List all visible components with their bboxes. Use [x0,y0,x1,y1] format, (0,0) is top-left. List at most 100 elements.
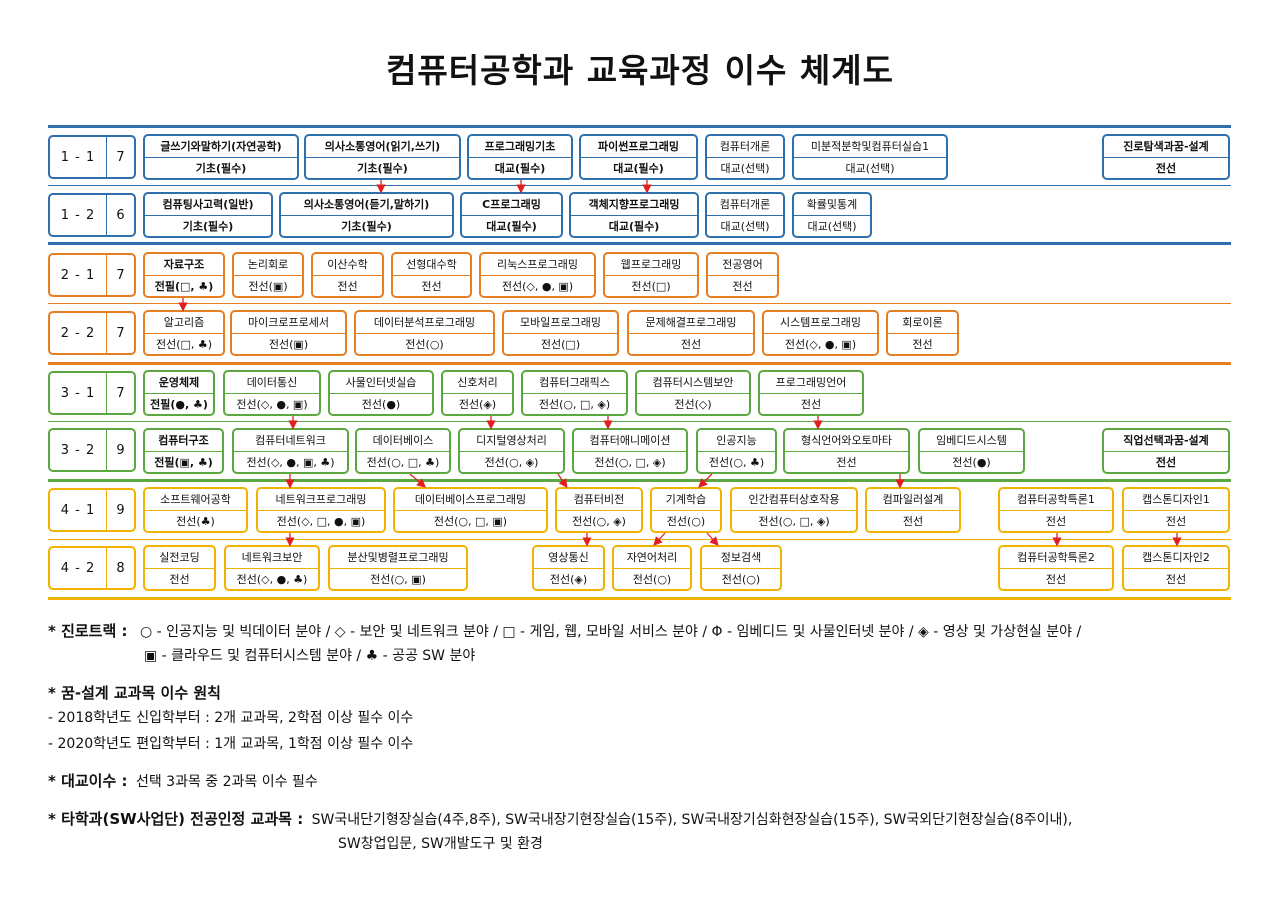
course-name: 분산및병렬프로그래밍 [347,551,449,565]
semester-credits: 7 [106,255,134,295]
course-type: 전선 [313,274,382,297]
course-name: 문제해결프로그래밍 [645,316,737,330]
course-type: 대교(필수) [571,214,697,237]
course-name: 자연어처리 [626,551,678,565]
course-box: 컴퓨터공학특론1 전선 [998,487,1114,533]
course-box: 직업선택과꿈-설계 전선 [1102,428,1230,474]
course-type: 전선 [629,332,753,355]
course-name: 리눅스프로그래밍 [497,258,578,272]
course-box: 시스템프로그래밍 전선(◇, ●, ▣) [762,310,879,356]
course-name: 캡스톤디자인1 [1142,493,1210,507]
course-name: 임베디드시스템 [936,434,1007,448]
course-box: 컴퓨터비전 전선(○, ◈) [555,487,643,533]
track-legend-line1: ○ - 인공지능 및 빅데이터 분야 / ◇ - 보안 및 네트워크 분야 / … [139,624,1082,640]
course-name: 실전코딩 [159,551,200,565]
semester-label-2-2: 2 - 2 7 [48,311,136,355]
course-type: 기초(필수) [145,156,297,179]
course-type: 전선(○, ♣) [698,450,775,473]
semester-label-2-1: 2 - 1 7 [48,253,136,297]
design-rule-line2: - 2020학년도 편입학부터 : 1개 교과목, 1학점 이상 필수 이수 [48,736,414,752]
course-type: 대교(선택) [707,156,783,179]
course-name: 운영체제 [158,376,200,390]
course-name: 웹프로그래밍 [620,258,682,272]
course-name: 데이터베이스프로그래밍 [414,493,527,507]
semester-code: 3 - 1 [60,385,96,401]
course-name: 자료구조 [163,258,205,272]
divider [48,242,1231,245]
course-type: 기초(필수) [306,156,459,179]
semester-code: 2 - 2 [60,325,96,341]
course-box: 캡스톤디자인1 전선 [1122,487,1230,533]
course-type: 전선 [1104,450,1228,473]
course-name: 글쓰기와말하기(자연공학) [160,140,282,154]
course-name: 컴퓨터개론 [719,198,771,212]
course-name: 파이썬프로그래밍 [598,140,679,154]
liberal-rule-text: 선택 3과목 중 2과목 이수 필수 [135,774,318,790]
semester-code: 3 - 2 [60,442,96,458]
course-type: 전선 [888,332,957,355]
course-name: 사물인터넷실습 [345,376,417,390]
course-name: 컴퓨터네트워크 [255,434,326,448]
course-type: 전필(□, ♣) [145,274,223,297]
course-name: 이산수학 [327,258,368,272]
course-type: 전선(◇, ●, ▣) [481,274,594,297]
course-box: C프로그래밍 대교(필수) [460,192,563,238]
course-box: 글쓰기와말하기(자연공학) 기초(필수) [143,134,299,180]
course-name: 네트워크프로그래밍 [275,493,367,507]
course-name: 컴퓨터구조 [158,434,209,448]
course-name: 기계학습 [665,493,707,507]
course-type: 대교(선택) [707,214,783,237]
course-name: 디지털영상처리 [476,434,547,448]
course-type: 전선(○) [356,332,493,355]
course-box: 컴퓨터그래픽스 전선(○, □, ◈) [521,370,628,416]
course-type: 전선(◇, ●, ▣, ♣) [234,450,347,473]
course-box: 미분적분학및컴퓨터실습1 대교(선택) [792,134,948,180]
course-box: 실전코딩 전선 [143,545,216,591]
course-name: 프로그래밍언어 [775,376,847,390]
course-name: 마이크로프로세서 [248,316,329,330]
course-type: 전선 [785,450,908,473]
course-type: 전선(○) [652,509,720,532]
course-box: 회로이론 전선 [886,310,959,356]
semester-code: 4 - 2 [60,560,96,576]
course-box: 캡스톤디자인2 전선 [1122,545,1230,591]
semester-label-4-1: 4 - 1 9 [48,488,136,532]
course-type: 전선 [393,274,470,297]
course-box: 사물인터넷실습 전선(●) [328,370,434,416]
course-name: 진로탐색과꿈-설계 [1123,140,1209,154]
course-box: 프로그래밍언어 전선 [758,370,864,416]
course-type: 전선(○, □, ▣) [395,509,546,532]
course-box: 소프트웨어공학 전선(♣) [143,487,248,533]
course-type: 전선(○, ◈) [557,509,641,532]
course-type: 전선(□, ♣) [145,332,223,355]
course-box: 웹프로그래밍 전선(□) [603,252,699,298]
course-box: 데이터베이스 전선(○, □, ♣) [355,428,451,474]
course-box: 형식언어와오토마타 전선 [783,428,910,474]
course-name: 컴퓨팅사고력(일반) [162,198,254,212]
course-type: 전선 [708,274,777,297]
course-type: 대교(선택) [794,214,870,237]
divider [48,421,1231,422]
course-type: 전선(◇, □, ●, ▣) [258,509,384,532]
course-type: 전선 [1000,567,1112,590]
course-name: 인공지능 [716,434,757,448]
liberal-rule-label: * 대교이수 : [48,772,128,790]
course-box: 진로탐색과꿈-설계 전선 [1102,134,1230,180]
semester-credits: 8 [106,548,134,588]
course-box: 운영체제 전필(●, ♣) [143,370,215,416]
course-name: 확률및통계 [806,198,858,212]
course-type: 전필(▣, ♣) [145,450,222,473]
course-name: C프로그래밍 [482,198,541,212]
course-type: 전선(□) [504,332,617,355]
course-type: 기초(필수) [281,214,452,237]
course-type: 전선(●) [920,450,1023,473]
semester-code: 1 - 1 [60,149,96,165]
semester-label-1-1: 1 - 1 7 [48,135,136,179]
